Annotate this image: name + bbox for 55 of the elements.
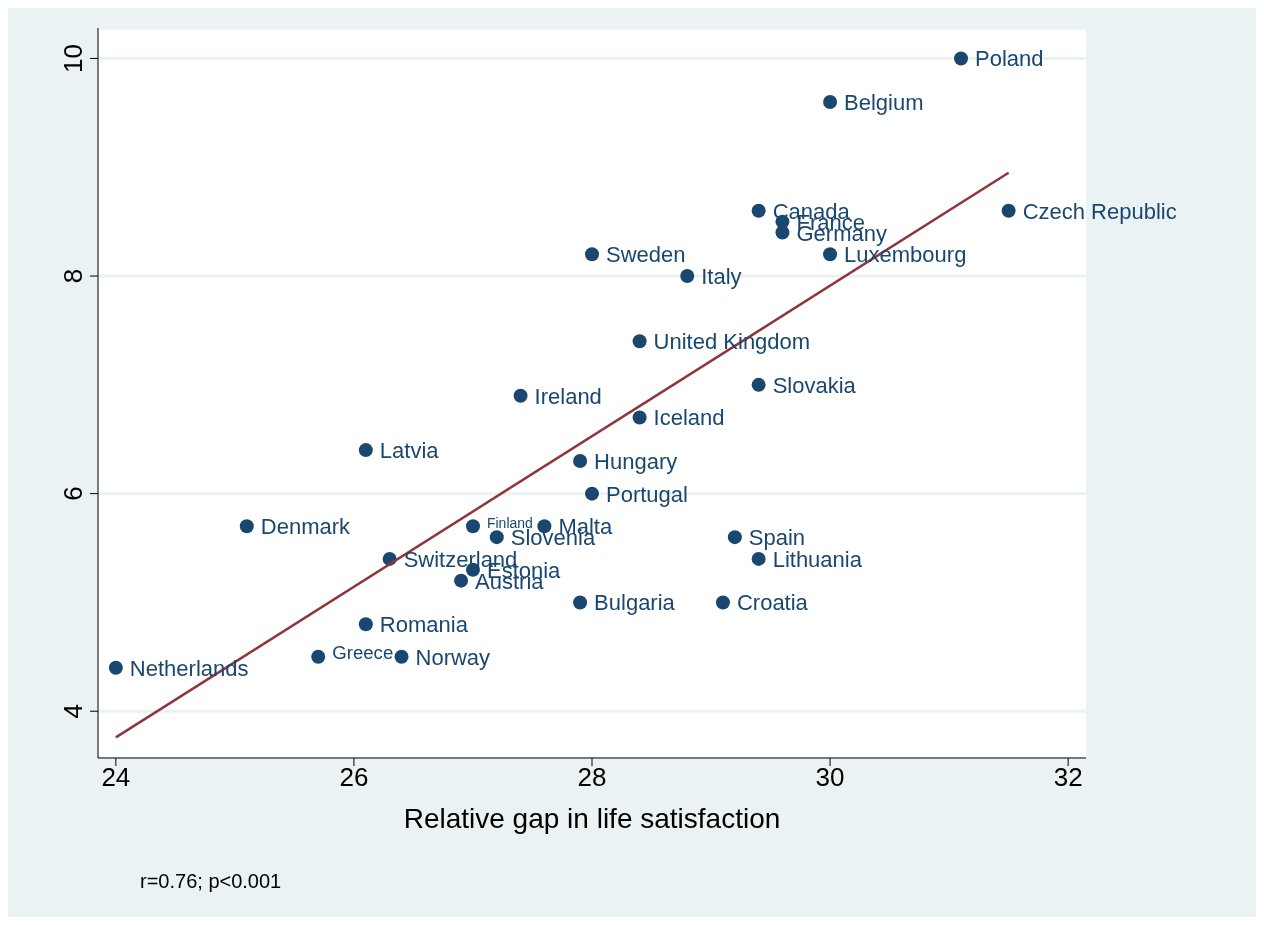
x-tick-label: 30: [815, 762, 845, 793]
annotation: Slovakia: [772, 372, 857, 398]
text: r=0.76; p<0.001: [140, 870, 282, 893]
annotation: Hungary: [594, 449, 678, 474]
annotation: Bulgaria: [594, 590, 676, 616]
annotation: Portugal: [606, 481, 688, 507]
point: [573, 595, 588, 610]
annotation: Belgium: [844, 89, 924, 115]
point: [358, 617, 373, 632]
y-tick-label: 10: [58, 44, 88, 73]
y-tick-label: 6: [58, 486, 88, 501]
annotation: Poland: [975, 46, 1044, 72]
annotation: Croatia: [736, 590, 809, 616]
point: [680, 269, 695, 284]
point: [358, 443, 373, 458]
point: [465, 519, 480, 534]
point: [632, 334, 647, 349]
annotation: Greece: [332, 641, 394, 663]
x-tick-label: 28: [577, 762, 607, 793]
point: [954, 51, 969, 66]
point: [727, 530, 742, 545]
x-tick-label: 26: [339, 762, 369, 793]
point: [394, 649, 409, 664]
point: [311, 649, 326, 664]
point: [513, 388, 528, 403]
point: [715, 595, 730, 610]
point: [108, 660, 123, 675]
point: [489, 530, 504, 545]
annotation: Sweden: [606, 242, 686, 268]
point: [823, 94, 838, 109]
point: [823, 247, 838, 262]
point: [1001, 203, 1016, 218]
annotation: Denmark: [260, 514, 352, 540]
x-tick-label: 24: [101, 762, 131, 793]
point: [751, 551, 766, 566]
annotation: Latvia: [379, 438, 440, 464]
annotation: Ireland: [534, 383, 602, 409]
point: [632, 410, 647, 425]
annotation: Italy: [701, 264, 742, 290]
point: [585, 247, 599, 262]
annotation: Iceland: [653, 405, 725, 431]
point: [239, 519, 254, 534]
y-tick-label: 8: [58, 268, 88, 284]
annotation: Norway: [415, 644, 491, 670]
point: [573, 454, 588, 468]
point: [775, 225, 790, 240]
annotation: Romania: [379, 612, 469, 638]
point: [751, 203, 766, 218]
point: [751, 377, 766, 392]
x-axis-title: Relative gap in life satisfaction: [403, 803, 781, 834]
annotation: Czech Republic: [1022, 198, 1177, 224]
y-tick-label: 4: [58, 703, 88, 719]
point: [454, 573, 469, 588]
point: [585, 486, 599, 501]
x-tick-label: 32: [1053, 762, 1083, 793]
